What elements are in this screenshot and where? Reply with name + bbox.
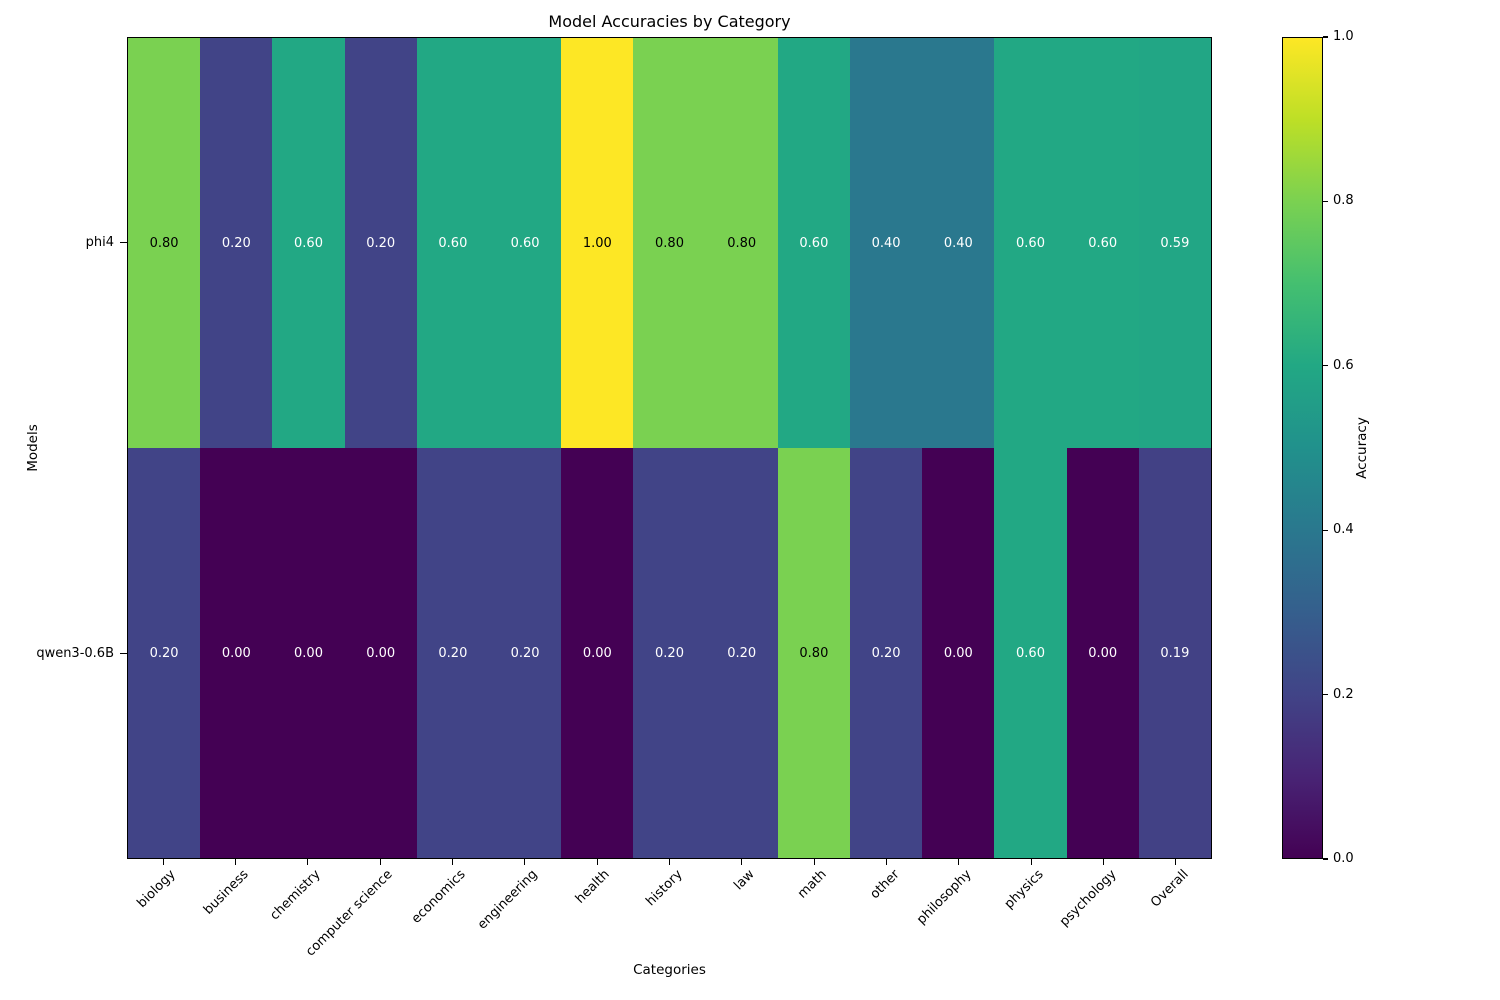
heatmap-cell: 0.20 xyxy=(705,448,778,858)
cell-value: 1.00 xyxy=(582,235,612,251)
heatmap-cell: 0.00 xyxy=(922,448,995,858)
colorbar-tick-mark xyxy=(1323,200,1328,202)
heatmap-cell: 0.00 xyxy=(200,448,273,858)
cell-value: 0.60 xyxy=(438,235,468,251)
cell-value: 0.80 xyxy=(727,235,757,251)
colorbar-tick-mark xyxy=(1323,365,1328,367)
x-tick-mark xyxy=(234,859,237,865)
y-axis-label: Models xyxy=(25,424,41,472)
x-axis-label: Categories xyxy=(633,962,706,978)
cell-value: 0.00 xyxy=(1088,645,1118,661)
heatmap-cell: 0.20 xyxy=(849,448,923,858)
heatmap-cell: 0.59 xyxy=(1138,38,1211,448)
colorbar-label: Accuracy xyxy=(1354,417,1370,479)
heatmap-cell: 0.00 xyxy=(561,448,634,858)
heatmap-cell: 0.80 xyxy=(633,38,706,448)
cell-value: 0.60 xyxy=(294,235,323,251)
cell-value: 0.00 xyxy=(366,645,396,661)
x-tick-mark xyxy=(379,859,381,865)
heatmap-cell: 1.00 xyxy=(561,38,634,448)
cell-value: 0.00 xyxy=(221,645,251,661)
cell-value: 0.00 xyxy=(294,645,323,661)
cell-value: 0.20 xyxy=(221,235,251,251)
x-tick-mark xyxy=(162,859,164,865)
colorbar-tick-mark xyxy=(1323,858,1328,860)
heatmap-cell: 0.20 xyxy=(633,448,706,858)
x-tick-mark xyxy=(307,859,309,865)
colorbar-tick-label: 0.8 xyxy=(1333,193,1354,209)
heatmap-cell: 0.40 xyxy=(849,38,923,448)
colorbar-tick-label: 0.0 xyxy=(1333,851,1354,866)
heatmap-cell: 0.80 xyxy=(128,38,201,448)
heatmap-cell: 0.20 xyxy=(128,448,201,858)
heatmap-plot: 0.80 0.20 0.60 0.20 0.60 0.60 1.00 0.80 0.80 0.60… xyxy=(127,37,1212,859)
heatmap-cell: 0.60 xyxy=(777,38,850,448)
heatmap-cell: 0.19 xyxy=(1138,448,1211,858)
x-tick-mark xyxy=(885,859,888,865)
colorbar xyxy=(1282,37,1323,859)
cell-value: 0.60 xyxy=(1016,645,1045,661)
cell-value: 0.20 xyxy=(366,235,396,251)
colorbar-tick-label: 0.4 xyxy=(1333,522,1354,538)
chart-title: Model Accuracies by Category xyxy=(548,12,791,31)
cell-value: 0.19 xyxy=(1160,645,1190,661)
x-tick-mark xyxy=(1175,859,1177,865)
y-tick-mark xyxy=(120,652,127,655)
heatmap-cell: 0.80 xyxy=(705,38,778,448)
y-tick-mark xyxy=(120,241,127,244)
cell-value: 0.20 xyxy=(655,645,684,661)
cell-value: 0.00 xyxy=(943,645,973,661)
heatmap-cell: 0.40 xyxy=(922,38,995,448)
x-tick-mark xyxy=(813,859,815,865)
heatmap-cell: 0.60 xyxy=(488,38,562,448)
cell-value: 0.80 xyxy=(655,235,684,251)
colorbar-tick-label: 0.6 xyxy=(1333,357,1354,373)
y-tick-label: phi4 xyxy=(85,234,114,250)
x-tick-label: biology xyxy=(134,867,179,912)
colorbar-tick-label: 1.0 xyxy=(1333,29,1354,44)
x-tick-mark xyxy=(524,859,526,865)
x-tick-mark xyxy=(668,859,671,865)
heatmap-cell: 0.20 xyxy=(416,448,489,858)
cell-value: 0.20 xyxy=(438,645,468,661)
cell-value: 0.20 xyxy=(510,645,540,661)
cell-value: 0.20 xyxy=(727,645,757,661)
cell-value: 0.20 xyxy=(871,645,901,661)
heatmap-cell: 0.60 xyxy=(272,38,345,448)
heatmap-cell: 0.60 xyxy=(1066,38,1139,448)
cell-value: 0.20 xyxy=(149,645,179,661)
colorbar-tick-label: 0.2 xyxy=(1333,686,1354,702)
heatmap-cell: 0.20 xyxy=(344,38,417,448)
x-tick-mark xyxy=(958,859,960,865)
heatmap-cell: 0.00 xyxy=(344,448,417,858)
colorbar-tick-mark xyxy=(1323,694,1328,696)
cell-value: 0.60 xyxy=(1016,235,1045,251)
heatmap-cell: 0.00 xyxy=(272,448,345,858)
heatmap-cell: 0.60 xyxy=(416,38,489,448)
cell-value: 0.40 xyxy=(871,235,901,251)
x-tick-mark xyxy=(1102,859,1105,865)
heatmap-cell: 0.80 xyxy=(777,448,850,858)
cell-value: 0.60 xyxy=(1088,235,1118,251)
x-tick-mark xyxy=(596,859,598,865)
x-tick-mark xyxy=(1030,859,1032,865)
heatmap-cell: 0.20 xyxy=(488,448,562,858)
x-tick-mark xyxy=(741,859,743,865)
y-tick-label: qwen3-0.6B xyxy=(36,645,114,661)
cell-value: 0.60 xyxy=(799,235,829,251)
x-tick-mark xyxy=(451,859,454,865)
cell-value: 0.60 xyxy=(510,235,540,251)
cell-value: 0.00 xyxy=(582,645,612,661)
cell-value: 0.80 xyxy=(799,645,829,661)
cell-value: 0.59 xyxy=(1160,235,1190,251)
cell-value: 0.40 xyxy=(943,235,973,251)
cell-value: 0.80 xyxy=(149,235,179,251)
heatmap-cell: 0.60 xyxy=(994,38,1067,448)
colorbar-tick-mark xyxy=(1323,36,1328,38)
colorbar-tick-mark xyxy=(1323,529,1328,531)
heatmap-cell: 0.00 xyxy=(1066,448,1139,858)
heatmap-cell: 0.60 xyxy=(994,448,1067,858)
heatmap-cell: 0.20 xyxy=(200,38,273,448)
